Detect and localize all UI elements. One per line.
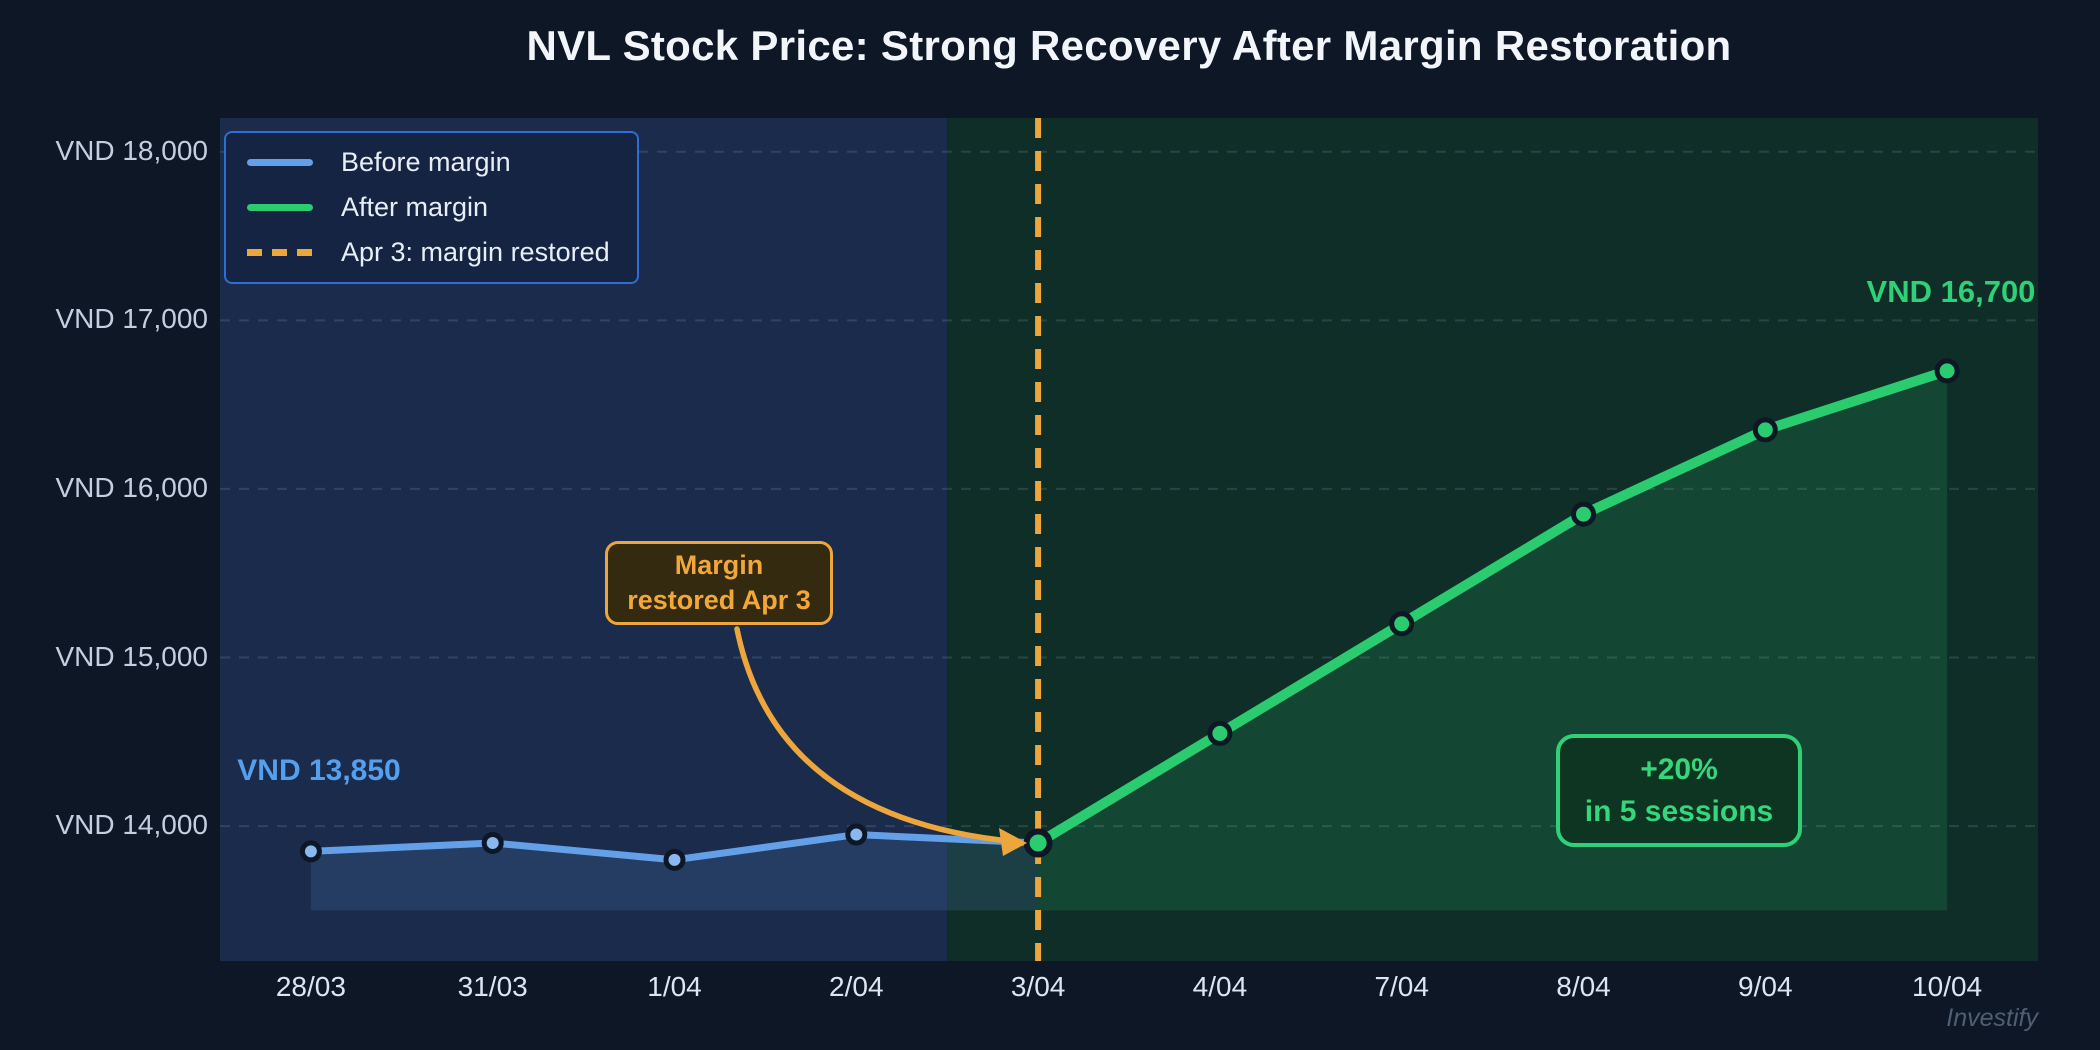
series-line-after-margin [1033,365,1953,848]
x-tick-label: 8/04 [1556,971,1611,1002]
data-point [663,848,686,871]
x-tick-label: 3/04 [1010,971,1066,1002]
region-after [947,118,2039,961]
data-point [481,831,504,854]
callout-arrow [734,626,1003,843]
data-point [1207,720,1233,746]
y-tick-label: VND 14,000 [55,809,208,841]
data-point [299,840,322,863]
x-tick-label: 9/04 [1738,971,1793,1002]
y-tick-label: VND 16,000 [55,471,208,503]
x-tick-label: 1/04 [647,971,702,1002]
x-tick-label: 28/03 [275,971,346,1002]
data-point [845,823,868,846]
y-tick-label: VND 18,000 [55,134,208,166]
data-point [1752,417,1778,443]
y-tick-label: VND 17,000 [55,303,208,335]
x-tick-label: 7/04 [1374,971,1429,1002]
x-tick-label: 10/04 [1912,971,1983,1002]
data-point [1934,358,1960,384]
x-tick-label: 4/04 [1192,971,1248,1002]
data-point [1571,501,1596,527]
event-data-point [1023,828,1053,858]
callout-arrowhead-icon [999,828,1027,856]
x-tick-label: 31/03 [457,971,528,1002]
data-point [1389,611,1415,637]
x-tick-label: 2/04 [829,971,884,1002]
y-tick-label: VND 15,000 [55,640,208,672]
